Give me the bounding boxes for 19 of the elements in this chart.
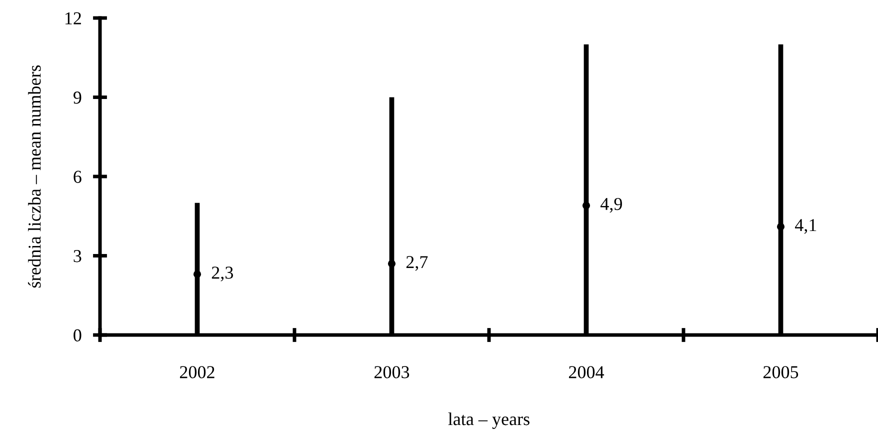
data-label: 2,3 xyxy=(212,266,234,282)
data-label: 4,9 xyxy=(600,198,622,213)
y-tick-label: 12 xyxy=(65,12,81,24)
y-axis-title: średnia liczba – mean numbers xyxy=(28,65,41,288)
data-label: 2,7 xyxy=(406,256,428,271)
x-tick-label: 2004 xyxy=(568,366,604,378)
x-tick-label: 2005 xyxy=(763,366,798,378)
data-label: 4,1 xyxy=(794,219,816,234)
point xyxy=(193,270,202,278)
point xyxy=(776,222,785,230)
point xyxy=(582,202,590,210)
y-tick-label: 9 xyxy=(74,92,82,104)
y-tick-label: 3 xyxy=(74,250,82,262)
y-tick-label: 0 xyxy=(74,329,82,342)
x-tick-label: 2003 xyxy=(374,366,410,378)
point xyxy=(388,260,396,268)
x-tick-label: 2002 xyxy=(180,366,214,378)
y-tick-label: 6 xyxy=(74,170,82,183)
x-axis-title: lata – years xyxy=(448,412,530,429)
